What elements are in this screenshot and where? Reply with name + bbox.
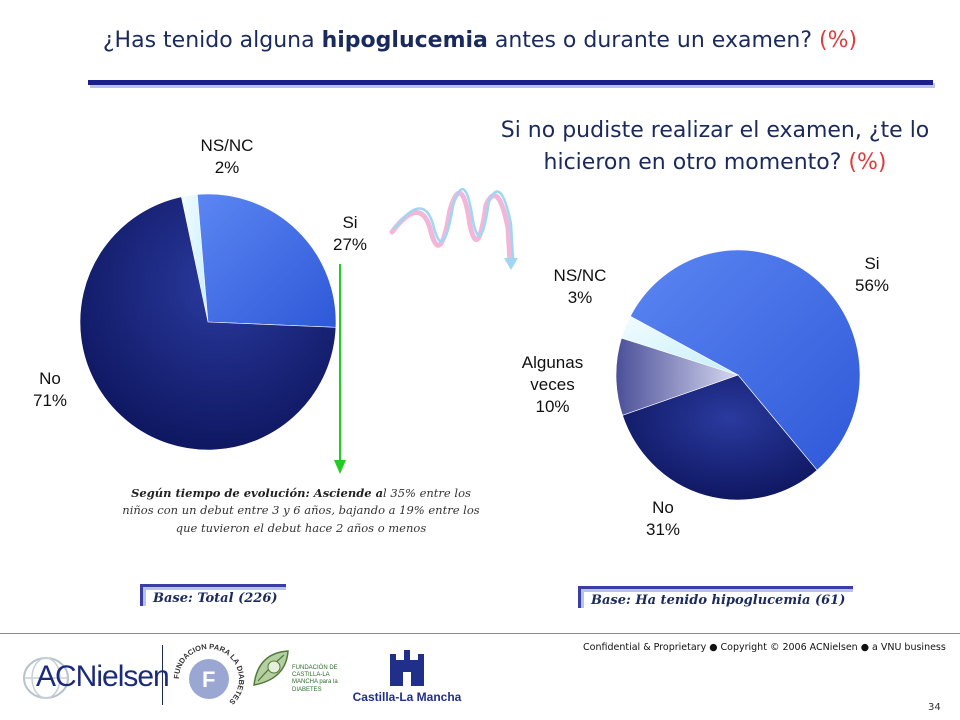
pie1-label-nsnc: NS/NC 2%	[200, 136, 254, 177]
pie-chart-1	[79, 193, 337, 451]
title-suffix: antes o durante un examen?	[487, 28, 820, 53]
pie2-slice-algunas-veces	[615, 337, 739, 416]
castle-icon	[390, 650, 424, 686]
base-right-text: Base: Ha tenido hipoglucemia (61)	[591, 593, 846, 608]
acnielsen-wordmark: ACNielsen	[36, 660, 170, 693]
pie2-slice-no	[622, 374, 818, 501]
castilla-la-mancha-logo: Castilla-La Mancha	[352, 648, 462, 710]
acnielsen-logo: ACNielsen	[18, 648, 170, 708]
page-title: ¿Has tenido alguna hipoglucemia antes o …	[0, 28, 960, 53]
base-left-text: Base: Total (226)	[153, 591, 278, 606]
confidential-notice: Confidential & Proprietary ● Copyright ©…	[583, 642, 946, 653]
pie1-label-si: Si 27%	[332, 213, 368, 254]
green-arrow-icon	[334, 264, 346, 474]
pie2-label-si: Si 56%	[854, 254, 890, 295]
base-left: Base: Total (226)	[140, 584, 286, 606]
leaf-icon	[253, 650, 289, 686]
title-prefix: ¿Has tenido alguna	[102, 28, 322, 53]
acnielsen-globe-icon	[23, 657, 69, 699]
note-bold: Según tiempo de evolución: Asciende a	[131, 486, 384, 500]
pie-chart-2	[615, 249, 861, 501]
pie2-slice-si	[629, 249, 861, 471]
note-text: l 35% entre los niños con un debut entre…	[122, 486, 480, 535]
chart2-title-line2-wrap: hicieron en otro momento? (%)	[470, 147, 960, 179]
title-rule	[88, 80, 933, 85]
fundacion-clm-text: FUNDACIÓN DE CASTILLA-LA MANCHA para la …	[292, 665, 338, 693]
pie1-slice-no	[79, 196, 337, 451]
svg-text:F: F	[202, 667, 215, 692]
zigzag-arrow-icon	[389, 187, 518, 270]
chart2-title: Si no pudiste realizar el examen, ¿te lo…	[470, 115, 960, 179]
chart2-title-line2: hicieron en otro momento?	[543, 149, 849, 175]
fundacion-diabetes-logo: F FUNDACION PARA LA DIABETES	[172, 642, 246, 706]
title-unit: (%)	[819, 28, 858, 53]
fundacion-clm-logo: FUNDACIÓN DE CASTILLA-LA MANCHA para la …	[248, 645, 343, 705]
footer-divider	[0, 633, 960, 634]
pie2-label-algunas: Algunas veces 10%	[521, 353, 584, 416]
evolution-note: Según tiempo de evolución: Asciende al 3…	[120, 485, 482, 537]
logo-divider	[162, 645, 163, 705]
pie2-slice-ns-nc	[621, 315, 739, 376]
chart2-title-unit: (%)	[848, 149, 887, 175]
page-number: 34	[928, 702, 941, 713]
pie2-label-nsnc: NS/NC 3%	[553, 266, 607, 307]
title-highlight: hipoglucemia	[321, 28, 488, 53]
chart2-title-line1: Si no pudiste realizar el examen, ¿te lo	[500, 118, 930, 143]
base-right: Base: Ha tenido hipoglucemia (61)	[578, 586, 854, 608]
pie1-label-no: No 71%	[32, 369, 68, 410]
pie1-slice-si	[196, 193, 337, 328]
pie2-label-no: No 31%	[645, 498, 681, 539]
castilla-la-mancha-text: Castilla-La Mancha	[352, 690, 462, 704]
